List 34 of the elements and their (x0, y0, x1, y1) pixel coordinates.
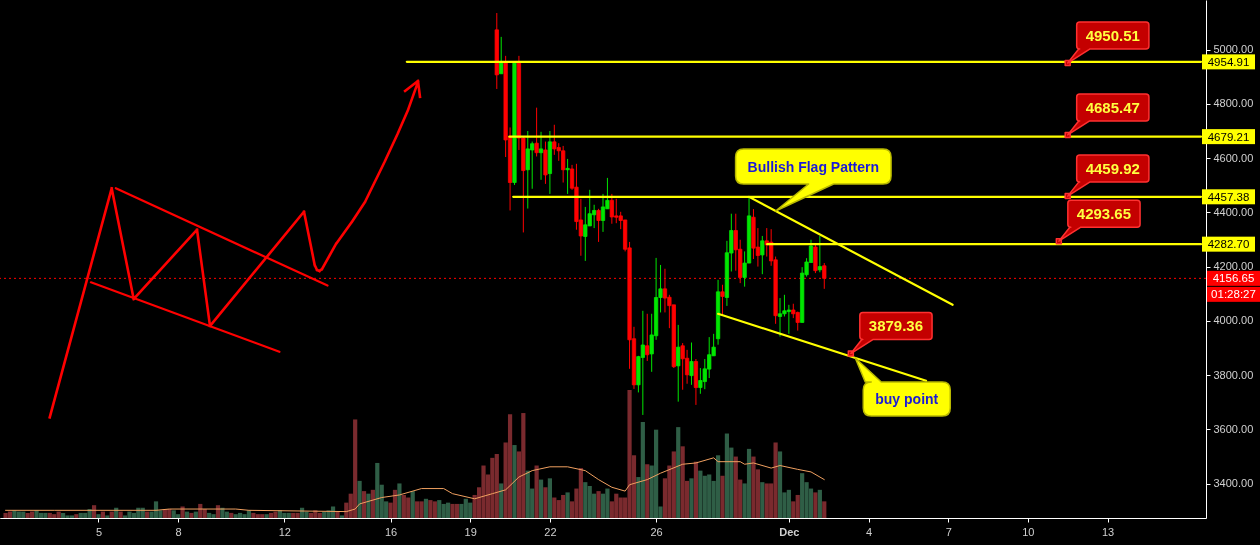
annotation: 4950.51 (1085, 26, 1140, 44)
y-tick-label: 3800.00 (1213, 368, 1254, 381)
y-tick-label: 4800.00 (1213, 97, 1254, 110)
y-tick-label: 3600.00 (1213, 422, 1254, 435)
y-tick-label: 4000.00 (1213, 314, 1254, 327)
data-label: 4679.21 (1207, 130, 1250, 143)
text: 01:28:27 (1211, 288, 1256, 301)
x-tick-label: 8 (175, 525, 182, 538)
x-tick-label: 12 (278, 525, 291, 538)
x-tick-label: 4 (865, 525, 873, 538)
annotation: 4293.65 (1076, 205, 1132, 223)
annotation: buy point (875, 391, 939, 408)
x-tick-label: 26 (650, 525, 663, 538)
annotation: 4685.47 (1085, 98, 1140, 116)
data-label: 4954.91 (1207, 55, 1250, 68)
annotation: 4459.92 (1085, 160, 1140, 177)
x-tick-label: 16 (384, 525, 398, 538)
annotation: Bullish Flag Pattern (747, 158, 880, 175)
x-tick-label: 19 (464, 525, 477, 538)
y-tick-label: 5000.00 (1213, 43, 1254, 56)
y-tick-label: 3400.00 (1213, 477, 1254, 490)
data-label: 4457.38 (1207, 190, 1250, 203)
x-tick-label: 13 (1101, 525, 1115, 538)
y-tick-label: 4600.00 (1213, 151, 1254, 164)
data-label: 4282.70 (1207, 238, 1250, 251)
x-tick-label: 22 (544, 525, 557, 538)
y-tick-label: 4200.00 (1213, 260, 1254, 273)
x-tick-label: 7 (945, 525, 952, 538)
y-tick-label: 4400.00 (1213, 205, 1254, 218)
x-tick-label: 5 (95, 525, 103, 538)
annotation: 3879.36 (868, 317, 924, 335)
x-tick-label: Dec (779, 525, 800, 538)
x-tick-label: 10 (1022, 525, 1035, 538)
ref-line-label: 4156.65 (1212, 272, 1255, 285)
